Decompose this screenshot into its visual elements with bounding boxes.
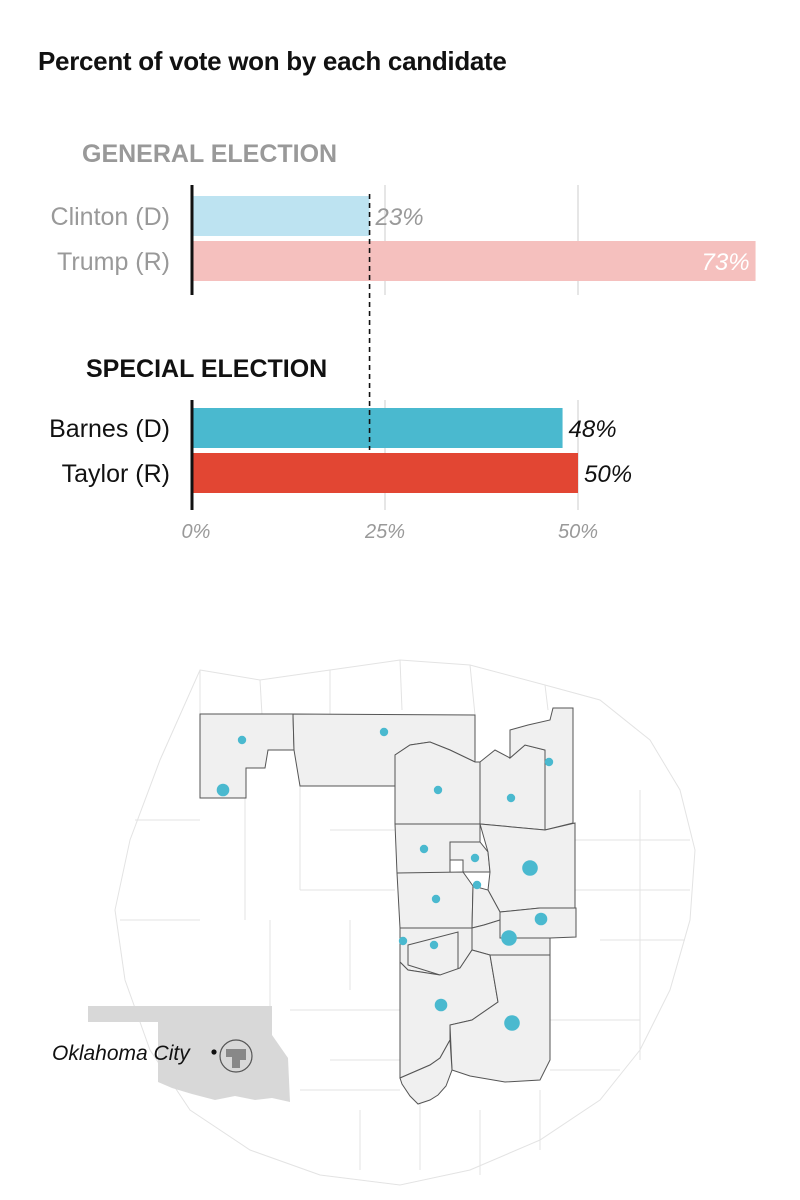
bar-name: Clinton (D) (51, 203, 170, 231)
data-label: 50% (584, 461, 632, 488)
district-map: Oklahoma City (52, 659, 696, 1186)
data-label: 23% (375, 204, 424, 231)
tick-label: 25% (364, 521, 405, 543)
district-counties (199, 707, 577, 1105)
vote-dot (522, 860, 538, 876)
vote-dot (433, 785, 443, 795)
section-label: GENERAL ELECTION (82, 140, 337, 168)
vote-dot (434, 998, 448, 1012)
bar (192, 453, 578, 493)
chart-title: Percent of vote won by each candidate (38, 46, 507, 76)
vote-dot (506, 793, 516, 803)
vote-dot (534, 912, 548, 926)
vote-dot (501, 930, 517, 946)
city-label: Oklahoma City (52, 1042, 191, 1065)
district-locator-icon (226, 1049, 246, 1068)
bar-name: Trump (R) (57, 248, 170, 276)
vote-dot (429, 940, 439, 950)
city-marker-ring (219, 1039, 253, 1073)
section-label: SPECIAL ELECTION (86, 355, 327, 383)
bar (192, 408, 563, 448)
vote-dots (216, 727, 554, 1031)
oklahoma-state-shape (88, 1006, 290, 1102)
vote-dot (237, 735, 247, 745)
vote-dot (419, 844, 429, 854)
tick-label: 50% (558, 521, 598, 543)
city-dot (211, 1049, 217, 1055)
bar-name: Taylor (R) (62, 460, 170, 488)
vote-dot (472, 880, 482, 890)
bar (192, 241, 756, 281)
vote-dot (544, 757, 554, 767)
data-label: 73% (702, 249, 750, 276)
vote-dot (379, 727, 389, 737)
bar-name: Barnes (D) (49, 415, 170, 443)
data-label: 48% (569, 416, 617, 443)
vote-dot (470, 853, 480, 863)
vote-dot (398, 936, 408, 946)
vote-dot (504, 1015, 520, 1031)
background-county-lines (114, 659, 696, 1186)
vote-dot (216, 783, 230, 797)
tick-label: 0% (182, 521, 211, 543)
bar-chart: GENERAL ELECTION Clinton (D) 23% Trump (R) 7… (49, 140, 756, 543)
bar (192, 196, 370, 236)
vote-dot (431, 894, 441, 904)
